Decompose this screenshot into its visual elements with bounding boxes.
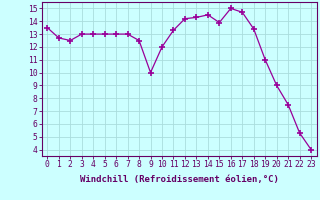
- X-axis label: Windchill (Refroidissement éolien,°C): Windchill (Refroidissement éolien,°C): [80, 175, 279, 184]
